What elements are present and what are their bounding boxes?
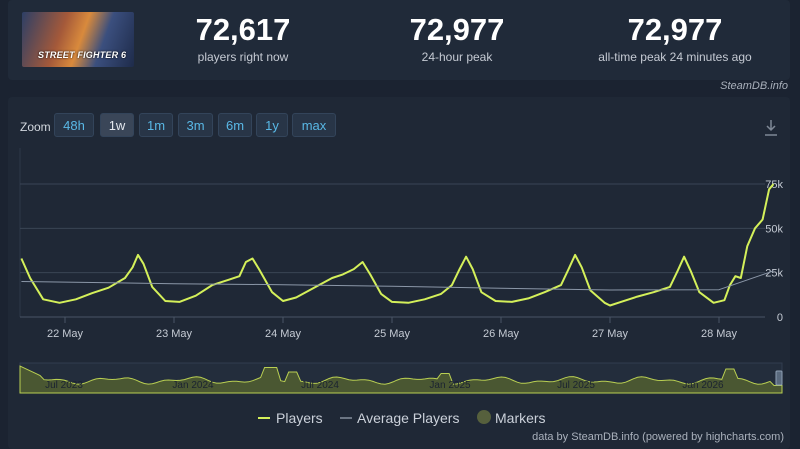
markers-legend-swatch xyxy=(477,410,491,424)
stat-24h-peak: 72,977 24-hour peak xyxy=(402,12,512,65)
players-legend-swatch xyxy=(258,417,270,419)
steamdb-credit[interactable]: SteamDB.info xyxy=(720,80,788,92)
x-tick-label: 22 May xyxy=(47,328,84,340)
timeline-navigator[interactable]: Jul 2023 Jan 2024 Jul 2024 Jan 2025 Jul 2025… xyxy=(0,357,800,397)
x-tick-label: 24 May xyxy=(265,328,302,340)
x-tick-label: 25 May xyxy=(374,328,411,340)
stat-label: 24-hour peak xyxy=(421,50,493,64)
navigator-tick-label: Jan 2024 xyxy=(172,380,214,391)
navigator-tick-label: Jul 2024 xyxy=(301,380,339,391)
stats-header xyxy=(8,0,790,80)
navigator-tick-label: Jul 2023 xyxy=(45,380,83,391)
player-count-chart[interactable]: 0 25k 50k 75k 22 May 23 May 24 May 25 May 26 May… xyxy=(0,140,800,340)
game-logo-text: STREET FIGHTER 6 xyxy=(38,50,127,60)
y-tick-label: 75k xyxy=(765,179,783,191)
zoom-label: Zoom xyxy=(20,120,51,134)
average-players-series-line xyxy=(21,270,774,291)
legend-players[interactable]: Players xyxy=(276,410,323,426)
footer-credit[interactable]: data by SteamDB.info (powered by highcha… xyxy=(532,431,784,443)
stat-label: all-time peak 24 minutes ago xyxy=(598,50,752,64)
stat-value: 72,617 xyxy=(195,12,291,47)
navigator-series-area xyxy=(19,365,783,394)
x-tick-label: 28 May xyxy=(701,328,738,340)
stat-value: 72,977 xyxy=(409,12,505,47)
stat-label: players right now xyxy=(197,50,289,64)
zoom-6m-button[interactable]: 6m xyxy=(218,113,252,137)
navigator-tick-label: Jan 2026 xyxy=(682,380,724,391)
y-tick-label: 25k xyxy=(765,268,783,280)
y-tick-label: 50k xyxy=(765,223,783,235)
stat-players-now: 72,617 players right now xyxy=(188,12,298,65)
zoom-3m-button[interactable]: 3m xyxy=(178,113,213,137)
zoom-1m-button[interactable]: 1m xyxy=(139,113,173,137)
legend-markers[interactable]: Markers xyxy=(495,410,546,426)
average-legend-swatch xyxy=(340,417,352,419)
navigator-tick-label: Jan 2025 xyxy=(429,380,471,391)
zoom-48h-button[interactable]: 48h xyxy=(54,113,94,137)
download-icon[interactable] xyxy=(763,119,779,137)
x-tick-label: 26 May xyxy=(483,328,520,340)
zoom-1y-button[interactable]: 1y xyxy=(256,113,288,137)
navigator-tick-label: Jul 2025 xyxy=(557,380,595,391)
y-tick-label: 0 xyxy=(777,312,783,324)
game-cover-image[interactable]: STREET FIGHTER 6 xyxy=(22,12,134,67)
stat-all-time-peak: 72,977 all-time peak 24 minutes ago xyxy=(585,12,765,65)
x-tick-label: 23 May xyxy=(156,328,193,340)
legend-average-players[interactable]: Average Players xyxy=(357,410,460,426)
zoom-1w-button[interactable]: 1w xyxy=(100,113,134,137)
navigator-range-handle[interactable] xyxy=(775,370,783,386)
x-tick-label: 27 May xyxy=(592,328,629,340)
zoom-max-button[interactable]: max xyxy=(292,113,336,137)
stat-value: 72,977 xyxy=(627,12,723,47)
players-series-line xyxy=(20,183,775,307)
